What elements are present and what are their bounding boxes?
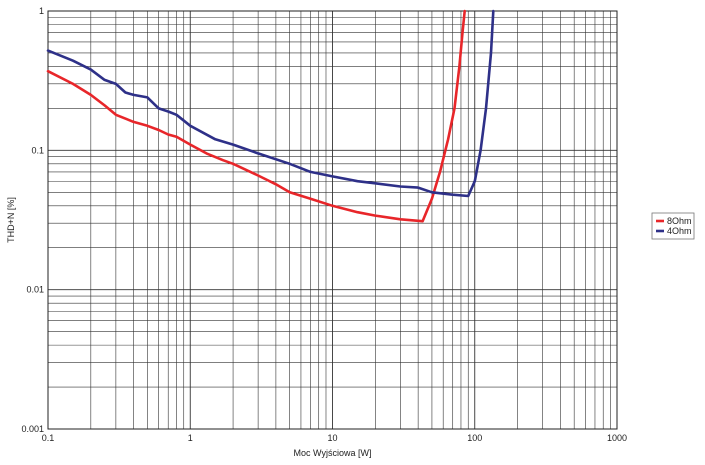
x-tick-label: 1000 bbox=[607, 433, 627, 443]
legend-box bbox=[651, 212, 695, 240]
x-tick-label: 10 bbox=[327, 433, 337, 443]
legend-label-8Ohm: 8Ohm bbox=[667, 216, 692, 226]
y-tick-label: 0.001 bbox=[21, 424, 44, 434]
y-tick-label: 0.01 bbox=[26, 285, 44, 295]
y-tick-label: 1 bbox=[39, 6, 44, 16]
series-line-4Ohm bbox=[46, 9, 495, 198]
series-line-8Ohm bbox=[46, 9, 467, 223]
series-layer bbox=[46, 9, 495, 223]
x-tick-label: 1 bbox=[188, 433, 193, 443]
y-tick-label: 0.1 bbox=[31, 145, 44, 155]
grid bbox=[47, 11, 617, 430]
x-tick-labels: 0.1 1 10 100 1000 bbox=[42, 433, 627, 443]
y-axis-label: THD+N [%] bbox=[6, 197, 16, 243]
x-tick-label: 100 bbox=[467, 433, 482, 443]
plot-frame bbox=[47, 10, 618, 430]
legend-label-4Ohm: 4Ohm bbox=[667, 226, 692, 236]
x-axis-label: Moc Wyjściowa [W] bbox=[294, 448, 372, 458]
y-tick-labels: 0.001 0.01 0.1 1 bbox=[21, 6, 44, 434]
x-tick-label: 0.1 bbox=[42, 433, 55, 443]
